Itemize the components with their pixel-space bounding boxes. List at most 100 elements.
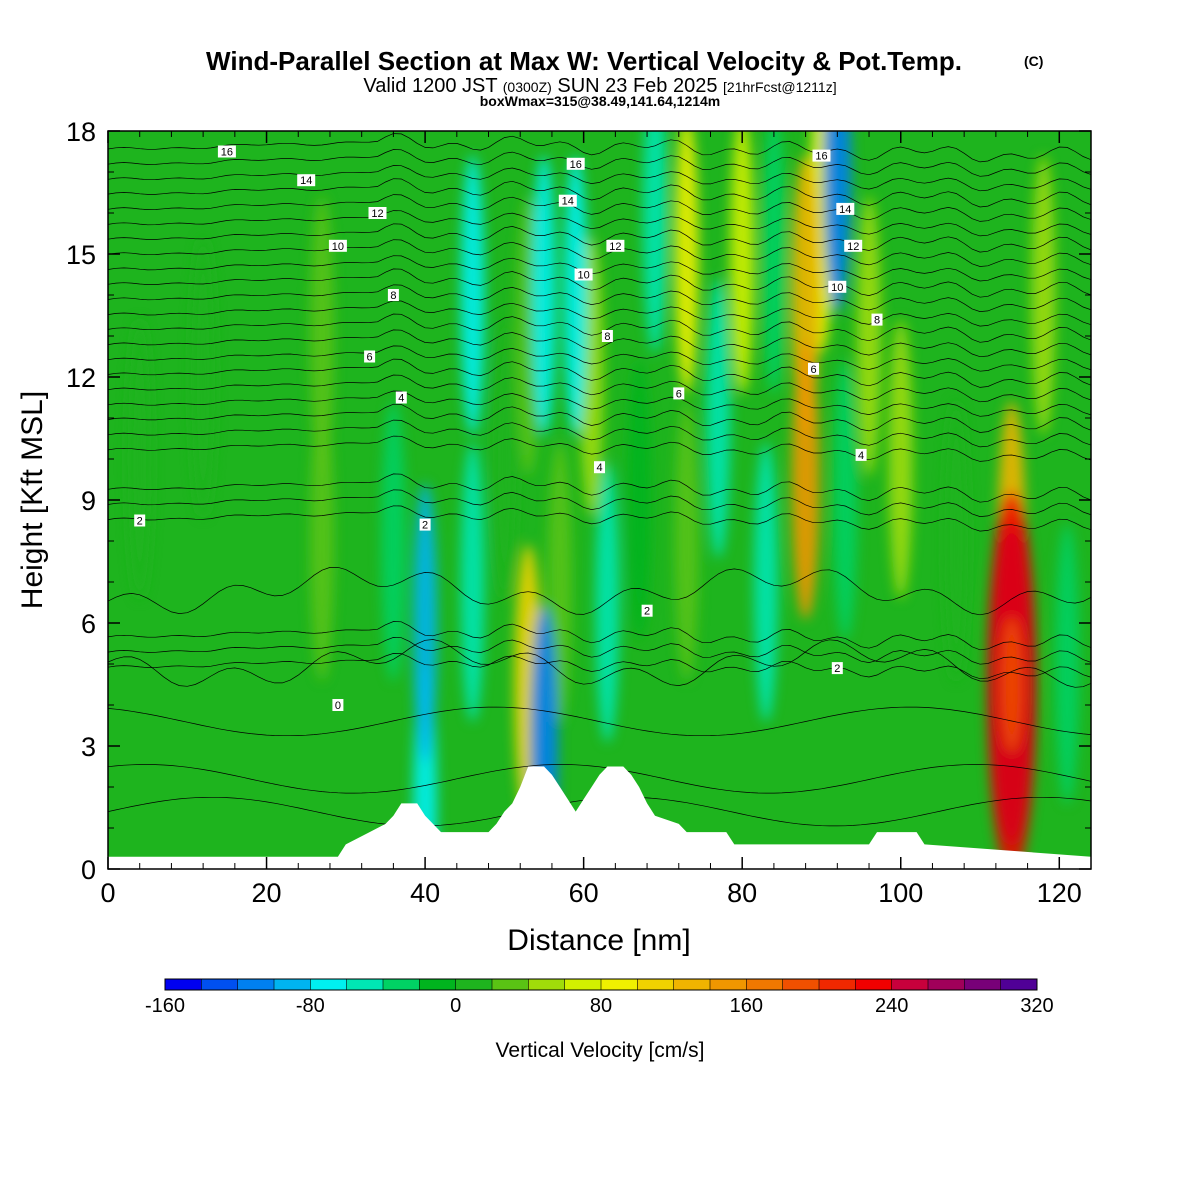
contour-label: 4 (856, 449, 867, 462)
x-tick-label: 120 (1037, 878, 1082, 908)
velocity-cell (1055, 524, 1079, 804)
x-tick-label: 80 (727, 878, 757, 908)
svg-text:8: 8 (390, 290, 396, 302)
contour-label: 2 (420, 519, 431, 532)
contour-label: 6 (808, 363, 819, 376)
y-tick-label: 9 (81, 486, 96, 516)
colorbar-swatch (165, 979, 202, 990)
y-tick-label: 18 (66, 117, 96, 147)
svg-text:2: 2 (644, 606, 650, 618)
velocity-cell (532, 155, 556, 435)
svg-text:12: 12 (847, 241, 859, 253)
svg-text:2: 2 (834, 663, 840, 675)
velocity-cell (889, 319, 913, 599)
colorbar-swatch (347, 979, 384, 990)
contour-label: 8 (602, 330, 613, 343)
contour-label: 14 (297, 174, 315, 187)
contour-label: 14 (836, 203, 854, 216)
colorbar-swatch (274, 979, 311, 990)
contour-label: 0 (332, 699, 343, 712)
svg-text:14: 14 (300, 175, 312, 187)
colorbar-tick-label: 80 (590, 995, 612, 1017)
y-tick-label: 12 (66, 363, 96, 393)
contour-label: 16 (813, 150, 831, 163)
svg-text:8: 8 (604, 331, 610, 343)
contour-label: 8 (872, 314, 883, 327)
svg-text:4: 4 (596, 462, 602, 474)
colorbar-tick-label: -160 (145, 995, 185, 1017)
contour-label: 6 (673, 387, 684, 400)
velocity-cell (643, 73, 667, 353)
contour-label: 8 (388, 289, 399, 302)
svg-text:4: 4 (398, 393, 404, 405)
svg-text:2: 2 (137, 516, 143, 528)
contour-label: 6 (364, 351, 375, 364)
colorbar-swatch (238, 979, 275, 990)
velocity-core (1002, 617, 1022, 751)
subtitle-main: Valid 1200 JST (363, 75, 497, 97)
y-tick-label: 0 (81, 855, 96, 885)
contour-label: 10 (828, 281, 846, 294)
colorbar-swatch (310, 979, 347, 990)
contour-label: 2 (134, 515, 145, 528)
contour-label: 12 (844, 240, 862, 253)
contour-label: 4 (396, 392, 407, 405)
contour-label: 16 (218, 146, 236, 159)
colorbar-swatch (601, 979, 638, 990)
velocity-cell (381, 401, 405, 681)
velocity-cell (857, 196, 881, 476)
chart-subtitle-2: boxWmax=315@38.49,141.64,1214m (480, 93, 721, 109)
velocity-cell (792, 340, 820, 620)
colorbar-swatch (928, 979, 965, 990)
svg-text:2: 2 (422, 520, 428, 532)
colorbar-swatch (892, 979, 929, 990)
colorbar-swatch (492, 979, 529, 990)
colorbar: -160 -80 0 80 160 240 320 (145, 979, 1054, 1017)
y-tick-label: 15 (66, 240, 96, 270)
svg-text:10: 10 (577, 270, 589, 282)
y-tick-label: 6 (81, 609, 96, 639)
colorbar-label: Vertical Velocity [cm/s] (496, 1039, 705, 1062)
svg-text:10: 10 (332, 241, 344, 253)
colorbar-tick-label: 0 (450, 995, 461, 1017)
colorbar-swatch (456, 979, 493, 990)
contour-label: 10 (575, 269, 593, 282)
y-tick-label: 3 (81, 732, 96, 762)
velocity-cell (595, 463, 619, 743)
svg-text:6: 6 (367, 352, 373, 364)
x-tick-label: 100 (878, 878, 923, 908)
contour-label: 12 (369, 207, 387, 220)
colorbar-swatch (565, 979, 602, 990)
svg-text:0: 0 (335, 700, 341, 712)
chart: Wind-Parallel Section at Max W: Vertical… (0, 0, 1200, 1200)
velocity-cell (833, 360, 857, 640)
velocity-cell (128, 319, 152, 599)
colorbar-swatch (746, 979, 783, 990)
velocity-cell (944, 401, 968, 681)
contour-label: 2 (642, 605, 653, 618)
svg-text:14: 14 (562, 196, 574, 208)
velocity-cell (762, 114, 786, 394)
colorbar-swatch (710, 979, 747, 990)
title-mark: (C) (1024, 53, 1043, 69)
svg-text:4: 4 (858, 450, 864, 462)
svg-text:14: 14 (839, 204, 851, 216)
colorbar-swatch (383, 979, 420, 990)
svg-text:16: 16 (815, 151, 827, 163)
velocity-cell (191, 237, 215, 517)
velocity-cell (492, 319, 516, 599)
colorbar-tick-label: 320 (1020, 995, 1053, 1017)
chart-title: Wind-Parallel Section at Max W: Vertical… (206, 46, 962, 76)
colorbar-swatch (783, 979, 820, 990)
x-tick-label: 40 (410, 878, 440, 908)
plot-area: 02 2224446668881010101212 12141414161616 (108, 32, 1091, 948)
x-tick-label: 0 (100, 878, 115, 908)
svg-text:6: 6 (810, 364, 816, 376)
colorbar-tick-label: 160 (730, 995, 763, 1017)
colorbar-swatch (819, 979, 856, 990)
x-tick-label: 60 (569, 878, 599, 908)
velocity-cell (1031, 155, 1055, 435)
subtitle-fcst: [21hrFcst@1211z] (723, 79, 837, 95)
velocity-cell (461, 155, 485, 435)
x-axis-label: Distance [nm] (507, 924, 690, 957)
